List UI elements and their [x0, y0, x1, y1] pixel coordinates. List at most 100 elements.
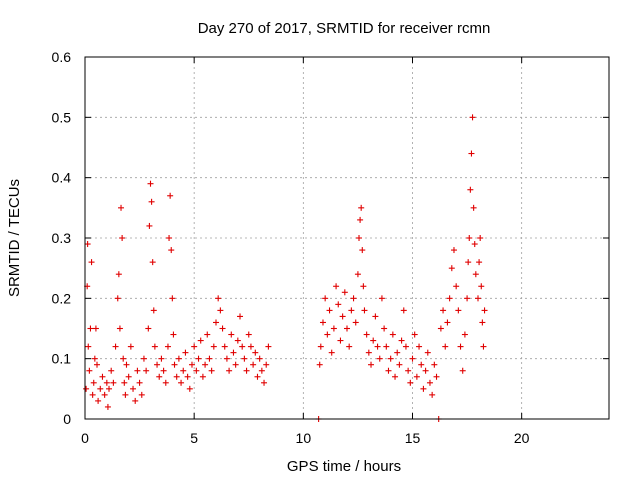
data-point: [359, 247, 366, 254]
data-point: [464, 295, 471, 302]
data-point: [429, 391, 436, 398]
x-tick-label: 15: [405, 430, 421, 446]
data-point: [374, 343, 381, 350]
data-point: [127, 343, 134, 350]
data-point: [396, 361, 403, 368]
data-point: [104, 403, 111, 410]
data-point: [169, 295, 176, 302]
y-tick-label: 0.1: [52, 351, 72, 367]
data-point: [85, 343, 92, 350]
data-point: [156, 373, 163, 380]
data-point: [228, 331, 235, 338]
data-point: [237, 313, 244, 320]
data-point: [230, 349, 237, 356]
data-point: [411, 331, 418, 338]
data-point: [330, 325, 337, 332]
data-point: [472, 271, 479, 278]
data-point: [186, 385, 193, 392]
data-point: [140, 355, 147, 362]
data-point: [459, 367, 466, 374]
data-point: [418, 361, 425, 368]
grid-layer: [85, 57, 609, 419]
data-point: [381, 325, 388, 332]
data-point: [389, 331, 396, 338]
data-point: [195, 355, 202, 362]
data-point: [90, 379, 97, 386]
data-point: [219, 325, 226, 332]
data-point: [387, 355, 394, 362]
data-point: [481, 307, 488, 314]
data-point: [108, 367, 115, 374]
data-point: [258, 367, 265, 374]
data-point: [328, 349, 335, 356]
data-point: [122, 391, 129, 398]
data-point: [424, 349, 431, 356]
data-point: [99, 373, 106, 380]
y-tick-label: 0.6: [52, 49, 72, 65]
data-point: [89, 391, 96, 398]
data-point: [160, 367, 167, 374]
data-point: [354, 271, 361, 278]
y-tick-label: 0.2: [52, 290, 72, 306]
data-point: [119, 235, 126, 241]
data-point: [138, 391, 145, 398]
data-point: [422, 367, 429, 374]
data-point: [356, 235, 363, 241]
data-point: [471, 241, 478, 248]
data-point: [97, 385, 104, 392]
data-point: [363, 331, 370, 338]
data-point: [265, 343, 272, 350]
data-point: [361, 307, 368, 314]
data-point: [175, 355, 182, 362]
data-point: [444, 319, 451, 326]
data-point: [250, 361, 257, 368]
data-point: [167, 192, 174, 199]
data-point: [372, 313, 379, 320]
data-point: [91, 355, 98, 362]
data-point: [171, 361, 178, 368]
data-point: [202, 361, 209, 368]
data-point: [148, 198, 155, 205]
data-point: [352, 319, 359, 326]
data-point: [350, 295, 357, 302]
data-point: [433, 373, 440, 380]
data-point: [420, 385, 427, 392]
data-point: [210, 343, 217, 350]
data-point: [145, 325, 152, 332]
data-point: [385, 367, 392, 374]
data-point: [333, 283, 340, 290]
data-point: [204, 331, 211, 338]
data-point: [480, 343, 487, 350]
data-point: [88, 259, 95, 266]
data-point: [405, 367, 412, 374]
data-point: [431, 361, 438, 368]
data-point: [239, 343, 246, 350]
data-point: [164, 343, 171, 350]
y-tick-label: 0.5: [52, 109, 72, 125]
data-point: [120, 355, 127, 362]
data-point: [92, 325, 99, 332]
data-point: [121, 379, 128, 386]
data-point: [407, 379, 414, 386]
data-point: [95, 397, 102, 404]
data-point: [467, 186, 474, 193]
data-point: [188, 361, 195, 368]
data-point: [357, 216, 364, 223]
data-point: [319, 319, 326, 326]
data-point: [168, 247, 175, 254]
data-point: [468, 150, 475, 157]
y-tick-label: 0.4: [52, 170, 72, 186]
data-point: [84, 241, 91, 248]
data-point: [143, 367, 150, 374]
data-point: [132, 397, 139, 404]
data-point: [337, 337, 344, 344]
data-point: [151, 343, 158, 350]
data-point: [376, 355, 383, 362]
data-point: [146, 222, 153, 229]
data-point: [470, 204, 477, 211]
data-point: [365, 349, 372, 356]
data-point: [206, 355, 213, 362]
data-point: [217, 307, 224, 314]
y-tick-label: 0.3: [52, 230, 72, 246]
data-point: [150, 307, 157, 314]
